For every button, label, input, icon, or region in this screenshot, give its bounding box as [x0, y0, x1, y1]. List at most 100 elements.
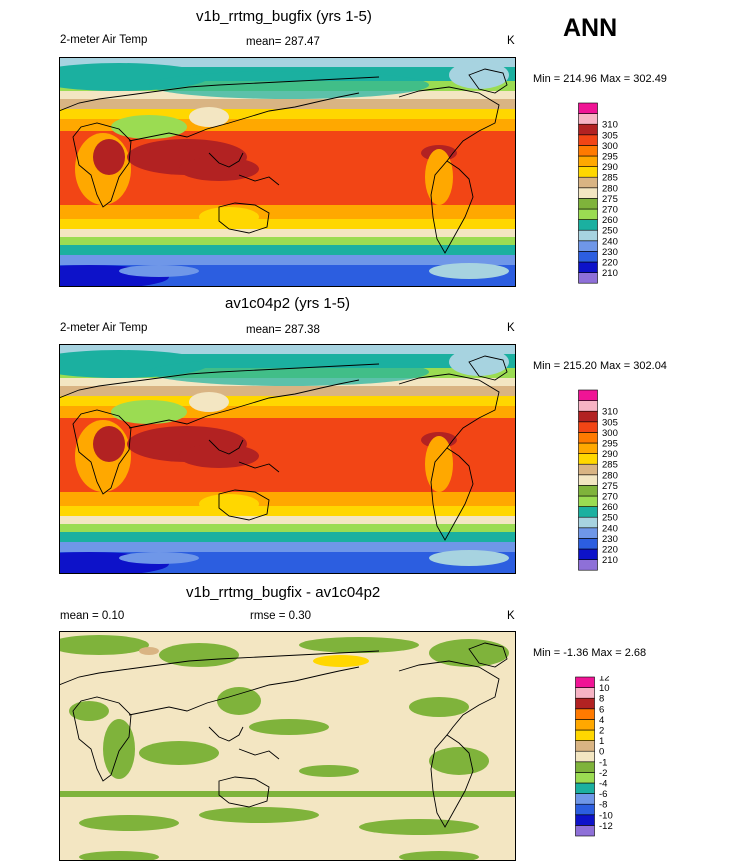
panel-1-variable: 2-meter Air Temp — [60, 34, 148, 46]
panel-1-colorbar-box — [578, 187, 598, 199]
panel-3-colorbar-box — [575, 761, 595, 773]
panel-1-colorbar-label: 275 — [602, 194, 618, 205]
panel-2-minmax: Min = 215.20 Max = 302.04 — [533, 360, 667, 372]
panel-2-colorbar-label: 290 — [602, 449, 618, 460]
panel-3-coastlines — [59, 642, 508, 828]
panel-3-small-anomaly — [139, 647, 159, 655]
panel-2-title: av1c04p2 (yrs 1-5) — [225, 295, 351, 312]
panel-3-colorbar-label: -6 — [599, 789, 607, 800]
panel-2-colorbar-label: 310 — [602, 407, 618, 418]
panel-2-colorbar-label: 250 — [602, 513, 618, 524]
panel-3-colorbar-box — [575, 708, 595, 720]
panel-2-colorbar-box — [578, 538, 598, 550]
panel-2-colorbar: 210 220 230 240 250 260 270 275 280 285 290 295 300 3… — [578, 389, 688, 571]
panel-3-colorbar-box — [575, 793, 595, 805]
panel-1-colorbar-box — [578, 272, 598, 284]
panel-1-colorbar-box — [578, 145, 598, 157]
panel-1-colorbar-box — [578, 219, 598, 231]
panel-2-colorbar-label: 260 — [602, 502, 618, 513]
panel-2-colorbar-box — [578, 495, 598, 507]
panel-1-colorbar-box — [578, 198, 598, 210]
panel-1-colorbar-label: 290 — [602, 162, 618, 173]
panel-3-colorbar-label: -8 — [599, 800, 607, 811]
panel-3-regions — [59, 635, 516, 861]
panel-1-colorbar-label: 305 — [602, 130, 618, 141]
panel-3-mean: mean = 0.10 — [60, 610, 125, 622]
panel-1-colorbar-box — [578, 166, 598, 178]
panel-3-colorbar-label: -2 — [599, 768, 607, 779]
panel-1-colorbar-box — [578, 240, 598, 252]
panel-3-colorbar-label: 2 — [599, 726, 604, 737]
panel-3-colorbar-box — [575, 814, 595, 826]
panel-1-colorbar-label: 310 — [602, 120, 618, 131]
panel-1-colorbar-box — [578, 229, 598, 242]
panel-1-colorbar-label: 295 — [602, 152, 618, 163]
panel-2-colorbar-box — [578, 463, 598, 476]
panel-3-colorbar-label: -1 — [599, 757, 607, 768]
season-label: ANN — [563, 14, 618, 42]
panel-3-colorbar-box — [575, 676, 595, 688]
panel-3-colorbar-label: -4 — [599, 779, 607, 790]
panel-3-colorbar-label: 4 — [599, 715, 604, 726]
panel-1-colorbar-label: 220 — [602, 258, 618, 269]
panel-2-colorbar-label: 305 — [602, 417, 618, 428]
panel-3-map — [59, 631, 516, 861]
panel-3-colorbar-box — [575, 803, 595, 816]
panel-3-units: K — [507, 610, 515, 622]
panel-2-mean: mean= 287.38 — [246, 324, 320, 336]
panel-3-colorbar-box — [575, 687, 595, 699]
panel-2-colorbar-box — [578, 400, 598, 412]
panel-2-colorbar-label: 285 — [602, 460, 618, 471]
panel-2-coastlines — [59, 355, 508, 541]
panel-2-colorbar-label: 280 — [602, 470, 618, 481]
panel-2-colorbar-box — [578, 389, 598, 401]
panel-3-colorbar-label: -10 — [599, 810, 613, 821]
panel-3-colorbar: -12 -10 -8 -6 -4 -2 -1 0 1 2 4 6 8 10 12 — [575, 673, 685, 858]
panel-2-colorbar-box — [578, 432, 598, 444]
panel-1-title: v1b_rrtmg_bugfix (yrs 1-5) — [196, 8, 372, 25]
panel-2-colorbar-box — [578, 516, 598, 529]
panel-3-colorbar-box — [575, 772, 595, 784]
panel-2-map — [59, 344, 516, 574]
panel-1-colorbar-box — [578, 155, 598, 167]
panel-1-colorbar-box — [578, 176, 598, 189]
panel-2-colorbar-label: 220 — [602, 545, 618, 556]
panel-3-colorbar-box — [575, 782, 595, 794]
panel-2-colorbar-box — [578, 559, 598, 571]
panel-1-colorbar-label: 280 — [602, 183, 618, 194]
panel-2-colorbar-box — [578, 527, 598, 539]
panel-3-colorbar-label: 0 — [599, 747, 604, 758]
panel-2-colorbar-box — [578, 421, 598, 433]
panel-2-colorbar-box — [578, 485, 598, 497]
panel-2-colorbar-label: 270 — [602, 492, 618, 503]
panel-1-colorbar-label: 240 — [602, 236, 618, 247]
panel-1-mean: mean= 287.47 — [246, 36, 320, 48]
panel-1-colorbar: 210 220 230 240 250 260 270 275 280 285 290 295 300 3… — [578, 102, 688, 284]
panel-1-colorbar-box — [578, 134, 598, 146]
panel-1-coastlines — [59, 68, 508, 254]
panel-2-colorbar-box — [578, 410, 598, 423]
panel-1-colorbar-label: 210 — [602, 268, 618, 279]
panel-2-colorbar-label: 295 — [602, 439, 618, 450]
panel-1-minmax: Min = 214.96 Max = 302.49 — [533, 73, 667, 85]
panel-2-colorbar-label: 210 — [602, 555, 618, 566]
panel-3-minmax: Min = -1.36 Max = 2.68 — [533, 647, 647, 659]
panel-1-colorbar-box — [578, 261, 598, 273]
panel-3-colorbar-box — [575, 750, 595, 763]
panel-3-rmse: rmse = 0.30 — [250, 610, 312, 622]
panel-1-units: K — [507, 35, 515, 47]
panel-2-colorbar-label: 230 — [602, 534, 618, 545]
panel-1-regions — [59, 61, 509, 287]
panel-1-colorbar-label: 300 — [602, 141, 618, 152]
panel-2-colorbar-label: 240 — [602, 523, 618, 534]
panel-2-colorbar-box — [578, 453, 598, 465]
panel-3-colorbar-label: -12 — [599, 821, 613, 832]
panel-3-colorbar-box — [575, 719, 595, 731]
panel-2-units: K — [507, 322, 515, 334]
panel-3-colorbar-label: 10 — [599, 683, 610, 694]
panel-3-warm-anomaly — [313, 655, 369, 667]
panel-3-colorbar-box — [575, 740, 595, 752]
panel-1-colorbar-label: 230 — [602, 247, 618, 258]
panel-3-colorbar-box — [575, 825, 595, 837]
panel-1-colorbar-box — [578, 208, 598, 220]
